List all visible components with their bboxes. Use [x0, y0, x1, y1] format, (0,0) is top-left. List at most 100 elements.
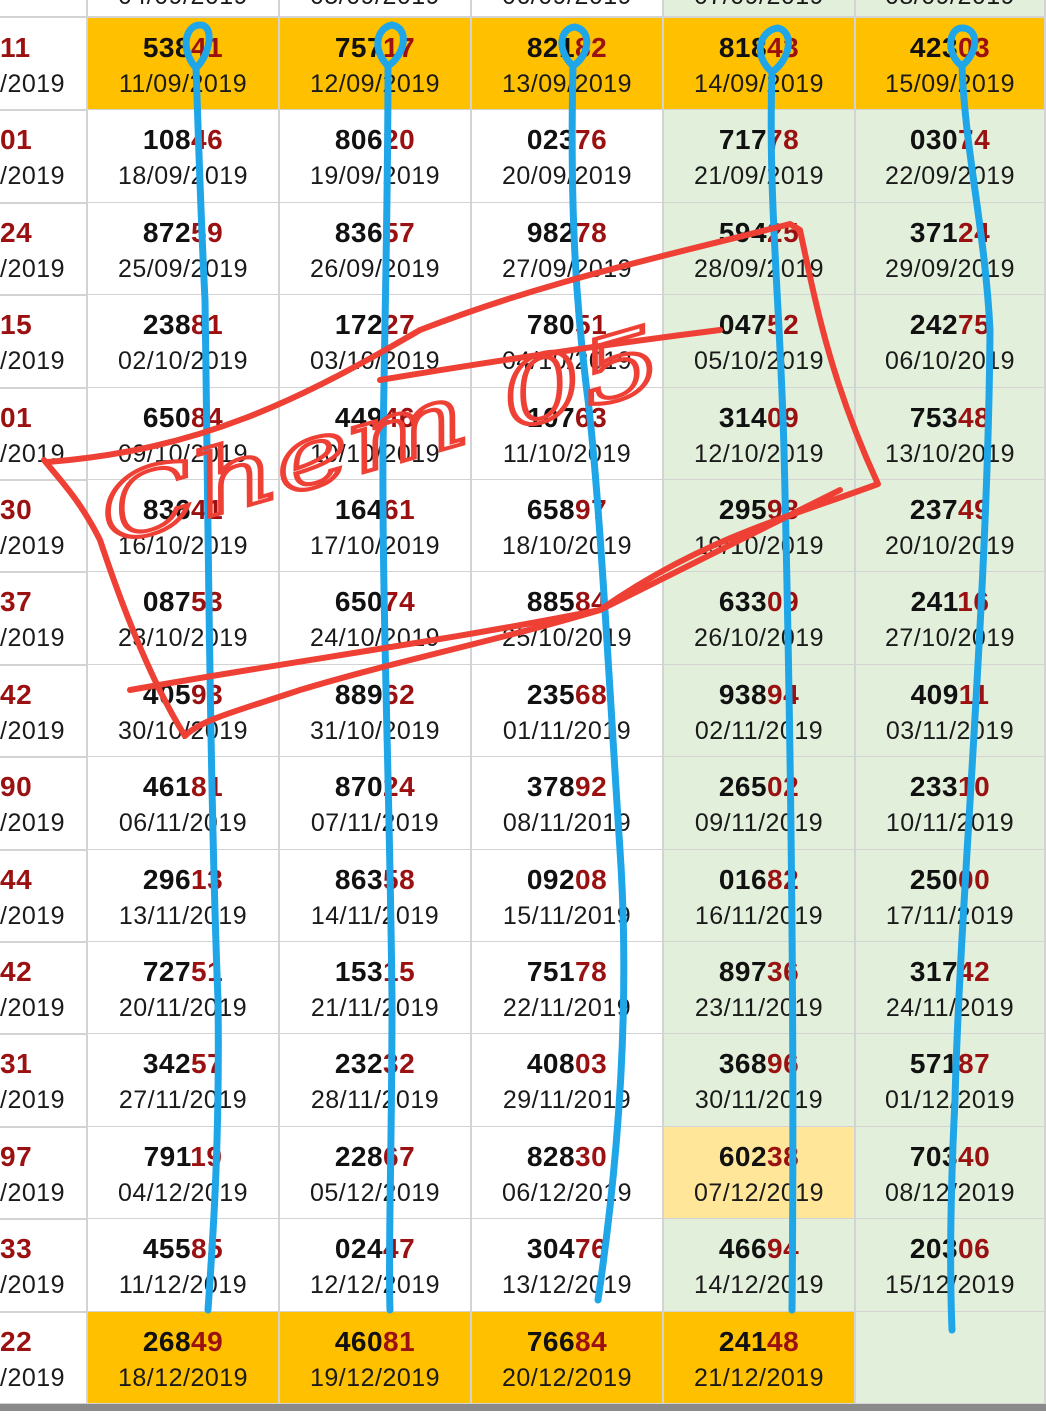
table-cell[interactable]: 75178 22/11/2019	[472, 942, 664, 1036]
table-cell[interactable]: 75348 13/10/2019	[856, 387, 1046, 481]
table-cell[interactable]: 23310 10/11/2019	[856, 757, 1046, 851]
table-cell[interactable]: 37892 08/11/2019	[472, 757, 664, 851]
table-cell[interactable]: 36896 30/11/2019	[664, 1034, 856, 1128]
table-cell[interactable]: 30476 13/12/2019	[472, 1219, 664, 1313]
table-cell[interactable]: 87259 25/09/2019	[88, 202, 280, 297]
table-cell[interactable]: 23232 28/11/2019	[280, 1034, 472, 1128]
table-cell[interactable]: 53841 11/09/2019	[88, 18, 280, 112]
table-cell[interactable]: 71778 21/09/2019	[664, 110, 856, 204]
table-cell[interactable]: 37124 29/09/2019	[856, 202, 1046, 297]
number-head: 461	[142, 771, 192, 803]
table-cell[interactable]: 03074 22/09/2019	[856, 110, 1046, 204]
table-cell[interactable]: 29598 19/10/2019	[664, 480, 856, 574]
table-cell[interactable]: 65074 24/10/2019	[280, 572, 472, 666]
table-cell[interactable]: 26849 18/12/2019	[88, 1311, 280, 1405]
number-tail: 76	[575, 1233, 608, 1265]
table-cell[interactable]: 40803 29/11/2019	[472, 1034, 664, 1128]
number-tail: 19	[190, 1140, 223, 1172]
table-cell[interactable]: 60238 07/12/2019	[664, 1126, 856, 1221]
number-tail: 98	[767, 494, 800, 525]
number-head: 235	[526, 678, 576, 710]
table-cell[interactable]: 23568 01/11/2019	[472, 664, 664, 759]
table-cell[interactable]: 26502 09/11/2019	[664, 757, 856, 851]
table-cell[interactable]: 72751 20/11/2019	[88, 942, 280, 1036]
table-cell[interactable]: 89736 23/11/2019	[664, 942, 856, 1036]
table-cell[interactable]: 10846 18/09/2019	[88, 110, 280, 204]
number-tail: 38	[767, 1140, 800, 1172]
number-tail: 52	[767, 309, 800, 341]
number-head: 378	[526, 771, 576, 803]
table-cell[interactable]: 16461 17/10/2019	[280, 480, 472, 574]
table-cell[interactable]: 75717 12/09/2019	[280, 18, 472, 112]
table-cell[interactable]: 59425 28/09/2019	[664, 202, 856, 297]
table-cell[interactable]: 63309 26/10/2019	[664, 572, 856, 666]
cell-number-tail: 15	[0, 309, 33, 341]
number-tail: 40	[958, 1140, 991, 1172]
table-cell[interactable]: 22867 05/12/2019	[280, 1126, 472, 1221]
table-cell[interactable]: 46081 19/12/2019	[280, 1311, 472, 1405]
table-cell[interactable]: 98278 27/09/2019	[472, 202, 664, 297]
table-cell[interactable]: 40911 03/11/2019	[856, 664, 1046, 759]
table-cell[interactable]: 25000 17/11/2019	[856, 849, 1046, 943]
table-cell[interactable]: 82182 13/09/2019	[472, 18, 664, 112]
table-cell[interactable]: 40593 30/10/2019	[88, 664, 280, 759]
table-cell[interactable]: 31409 12/10/2019	[664, 387, 856, 481]
result-number: 72751	[88, 956, 278, 988]
table-cell[interactable]: 79119 04/12/2019	[88, 1126, 280, 1221]
table-cell[interactable]: 29613 13/11/2019	[88, 849, 280, 943]
table-cell[interactable]: 46181 06/11/2019	[88, 757, 280, 851]
result-date: 23/10/2019	[117, 624, 249, 653]
table-cell[interactable]: 34257 27/11/2019	[88, 1034, 280, 1128]
number-head: 870	[334, 771, 384, 803]
table-cell[interactable]: 46694 14/12/2019	[664, 1219, 856, 1313]
table-cell[interactable]: 23881 02/10/2019	[88, 295, 280, 389]
table-cell[interactable]: 76684 20/12/2019	[472, 1311, 664, 1405]
result-number: 79119	[88, 1141, 278, 1173]
table-cell[interactable]: 65084 09/10/2019	[88, 387, 280, 481]
table-cell[interactable]: 57187 01/12/2019	[856, 1034, 1046, 1128]
table-cell[interactable]: 88962 31/10/2019	[280, 664, 472, 759]
table-cell[interactable]: 81843 14/09/2019	[664, 18, 856, 112]
table-cell[interactable]: 04752 05/10/2019	[664, 295, 856, 389]
table-cell[interactable]: 24116 27/10/2019	[856, 572, 1046, 666]
number-tail: 47	[383, 1233, 416, 1265]
table-cell[interactable]: 93894 02/11/2019	[664, 664, 856, 759]
table-cell[interactable]: 88584 25/10/2019	[472, 572, 664, 666]
scrollbar-track[interactable]	[0, 1404, 1046, 1411]
table-cell[interactable]	[856, 1311, 1046, 1405]
table-cell[interactable]: 65897 18/10/2019	[472, 480, 664, 574]
table-cell[interactable]: 02376 20/09/2019	[472, 110, 664, 204]
table-cell[interactable]: 23749 20/10/2019	[856, 480, 1046, 574]
number-tail: 84	[575, 1325, 608, 1357]
table-cell[interactable]: 01682 16/11/2019	[664, 849, 856, 943]
table-cell[interactable]: 10763 11/10/2019	[472, 387, 664, 481]
table-cell[interactable]: 15315 21/11/2019	[280, 942, 472, 1036]
table-cell[interactable]: 09208 15/11/2019	[472, 849, 664, 943]
table-cell[interactable]: 78051 04/10/2019	[472, 295, 664, 389]
table-cell[interactable]: 24148 21/12/2019	[664, 1311, 856, 1405]
result-date: 29/09/2019	[884, 254, 1016, 283]
table-cell[interactable]: 80620 19/09/2019	[280, 110, 472, 204]
table-cell[interactable]: 86358 14/11/2019	[280, 849, 472, 943]
table-cell[interactable]: 08753 23/10/2019	[88, 572, 280, 666]
result-number: 20306	[856, 1233, 1044, 1265]
table-cell[interactable]: 44946 10/10/2019	[280, 387, 472, 481]
result-date: 20/11/2019	[118, 994, 248, 1022]
table-cell[interactable]: 31742 24/11/2019	[856, 942, 1046, 1036]
result-date: 11/12/2019	[118, 1271, 248, 1300]
table-cell-partial: 07/09/2019	[664, 0, 856, 18]
table-cell[interactable]: 02447 12/12/2019	[280, 1219, 472, 1313]
table-cell[interactable]: 42303 15/09/2019	[856, 18, 1046, 112]
result-date: 18/12/2019	[117, 1363, 249, 1392]
result-number: 98278	[472, 217, 662, 249]
table-cell[interactable]: 20306 15/12/2019	[856, 1219, 1046, 1313]
table-cell[interactable]: 45585 11/12/2019	[88, 1219, 280, 1313]
table-cell[interactable]: 82830 06/12/2019	[472, 1126, 664, 1221]
number-head: 233	[909, 771, 959, 803]
table-cell[interactable]: 87024 07/11/2019	[280, 757, 472, 851]
table-cell[interactable]: 24275 06/10/2019	[856, 295, 1046, 389]
table-cell[interactable]: 70340 08/12/2019	[856, 1126, 1046, 1221]
table-cell[interactable]: 83657 26/09/2019	[280, 202, 472, 297]
table-cell[interactable]: 83641 16/10/2019	[88, 480, 280, 574]
table-cell[interactable]: 17227 03/10/2019	[280, 295, 472, 389]
